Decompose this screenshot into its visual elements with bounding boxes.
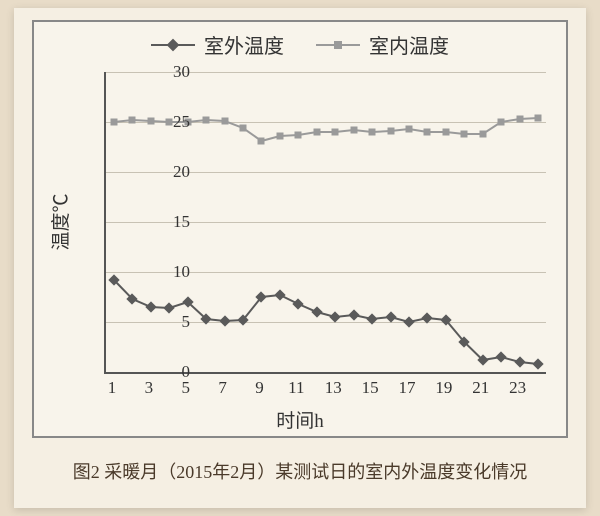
square-marker-icon [461,131,468,138]
x-tick-label: 3 [145,378,154,398]
y-tick-label: 20 [150,162,190,182]
square-marker-icon [111,119,118,126]
square-marker-icon [129,117,136,124]
y-tick-label: 10 [150,262,190,282]
x-tick-label: 13 [325,378,342,398]
square-marker-icon [350,127,357,134]
square-marker-icon [516,116,523,123]
x-tick-label: 1 [108,378,117,398]
square-marker-icon [442,129,449,136]
square-marker-icon [535,115,542,122]
square-marker-icon [295,132,302,139]
square-marker-icon [369,129,376,136]
x-tick-label: 17 [398,378,415,398]
chart-frame: 室外温度 室内温度 温度℃ 时间h 0510152025301357911131… [32,20,568,438]
y-axis-label: 温度℃ [46,193,73,250]
paper: 室外温度 室内温度 温度℃ 时间h 0510152025301357911131… [14,8,586,508]
x-tick-label: 21 [472,378,489,398]
square-marker-icon [313,129,320,136]
square-marker-icon [258,138,265,145]
y-tick-label: 15 [150,212,190,232]
x-tick-label: 15 [362,378,379,398]
x-tick-label: 23 [509,378,526,398]
square-marker-icon [332,129,339,136]
x-tick-label: 9 [255,378,264,398]
x-tick-label: 5 [181,378,190,398]
y-tick-label: 30 [150,62,190,82]
x-tick-label: 7 [218,378,227,398]
y-tick-label: 5 [150,312,190,332]
legend-swatch-indoor [316,39,360,51]
square-marker-icon [405,126,412,133]
square-marker-icon [387,128,394,135]
square-marker-icon [334,41,342,49]
legend-item-indoor: 室内温度 [316,30,449,59]
square-marker-icon [203,117,210,124]
x-tick-label: 11 [288,378,304,398]
square-marker-icon [221,118,228,125]
legend-label-outdoor: 室外温度 [204,36,284,58]
x-axis-label: 时间h [34,406,566,433]
square-marker-icon [479,131,486,138]
x-tick-label: 19 [435,378,452,398]
figure-caption: 图2 采暖月（2015年2月）某测试日的室内外温度变化情况 [14,458,586,484]
legend-label-indoor: 室内温度 [369,36,449,58]
legend: 室外温度 室内温度 [34,30,566,59]
y-tick-label: 25 [150,112,190,132]
diamond-marker-icon [167,38,180,51]
legend-item-outdoor: 室外温度 [151,30,284,59]
square-marker-icon [240,125,247,132]
legend-swatch-outdoor [151,39,195,51]
square-marker-icon [276,133,283,140]
square-marker-icon [424,129,431,136]
square-marker-icon [498,119,505,126]
